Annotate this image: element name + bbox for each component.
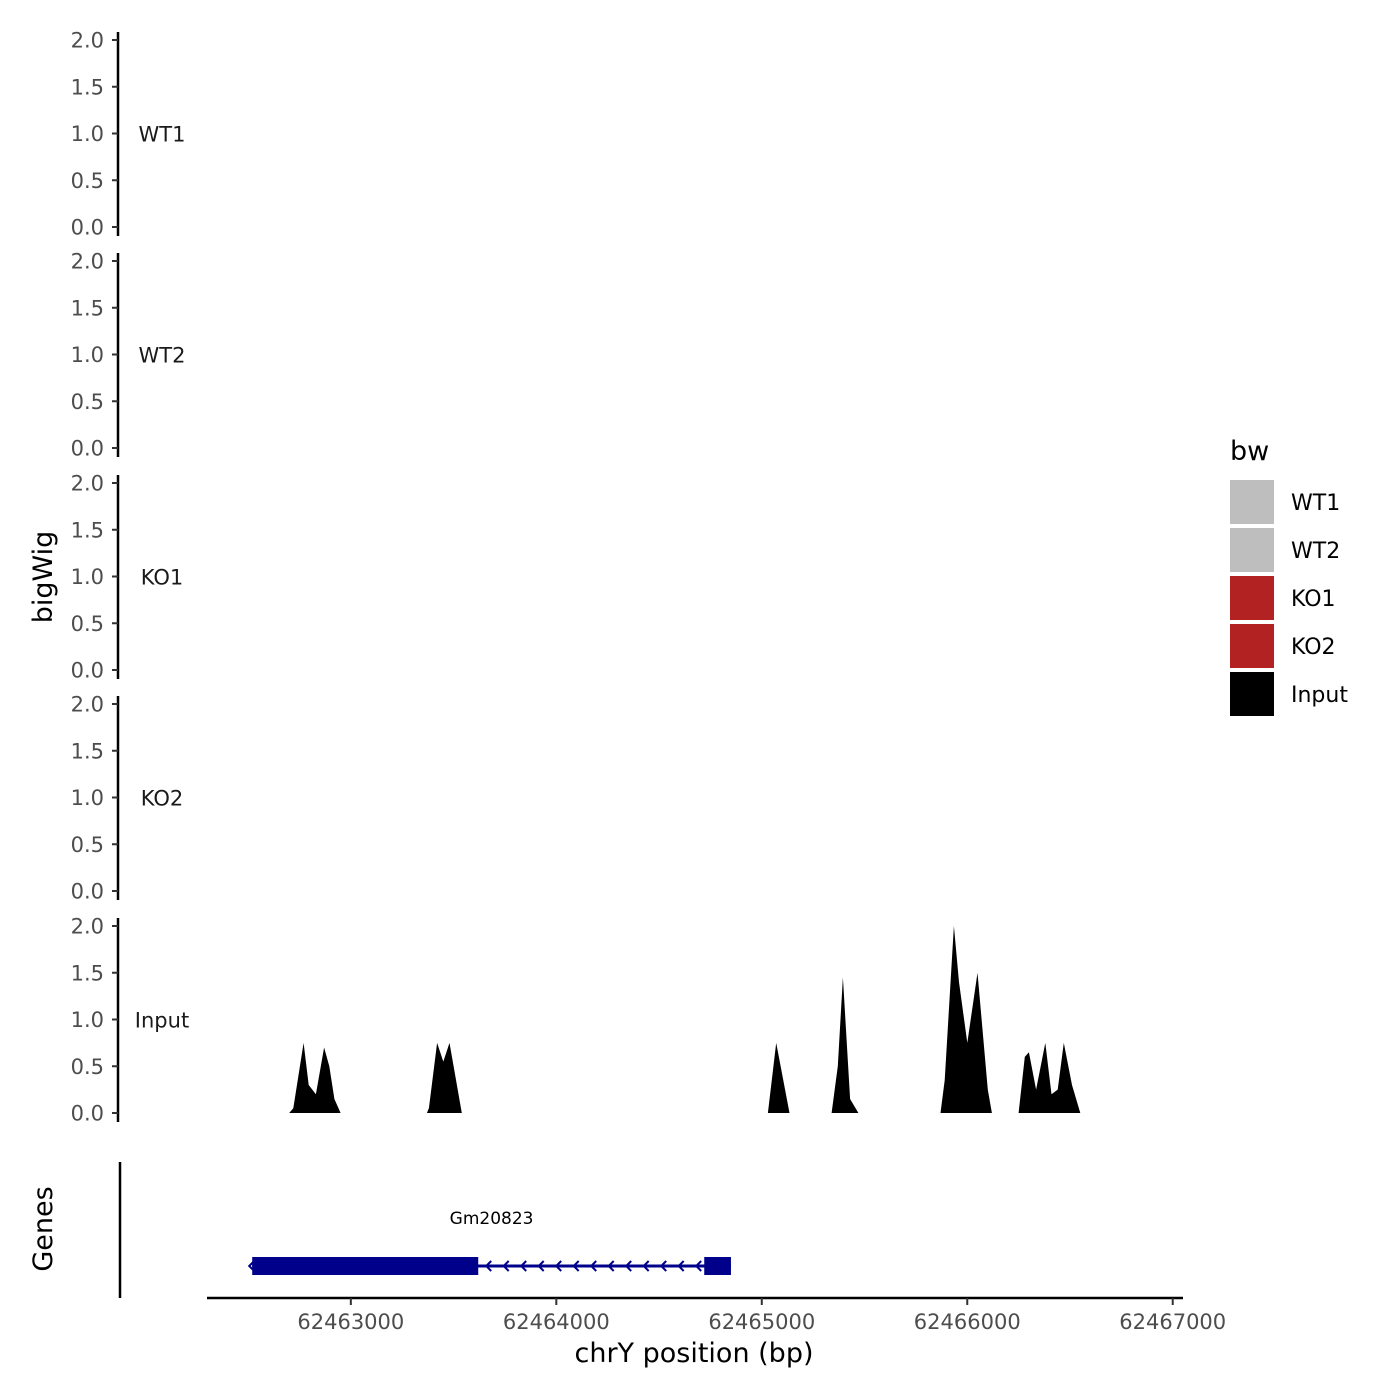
gene-exon	[704, 1257, 731, 1275]
y-tick-label: 1.5	[71, 75, 104, 99]
y-tick-label: 1.0	[71, 786, 104, 810]
legend-swatch	[1230, 672, 1274, 716]
legend: bw WT1 WT2 KO1 KO2 Input	[1230, 436, 1348, 716]
track-panel-WT1: 0.0 0.5 1.0 1.5 2.0 WT1	[71, 29, 186, 240]
strand-arrow	[537, 1260, 545, 1272]
strand-arrow	[554, 1260, 562, 1272]
y-tick-label: 0.5	[71, 169, 104, 193]
legend-item-KO1: KO1	[1230, 576, 1336, 620]
track-label: KO2	[141, 787, 184, 811]
y-tick-label: 0.5	[71, 833, 104, 857]
legend-item-WT1: WT1	[1230, 480, 1340, 524]
track-panel-KO1: 0.0 0.5 1.0 1.5 2.0 KO1	[71, 472, 184, 683]
strand-arrow	[502, 1260, 510, 1272]
gene-panel: Gm20823	[118, 1162, 731, 1298]
track-panel-KO2: 0.0 0.5 1.0 1.5 2.0 KO2	[71, 693, 184, 904]
legend-items: WT1 WT2 KO1 KO2 Input	[1230, 480, 1348, 716]
strand-arrow	[659, 1260, 667, 1272]
y-tick-label: 2.0	[71, 250, 104, 274]
y-tick-label: 0.0	[71, 216, 104, 240]
y-tick-label: 1.5	[71, 518, 104, 542]
y-tick-label: 0.0	[71, 659, 104, 683]
track-label: WT2	[139, 344, 186, 368]
y-tick-label: 2.0	[71, 693, 104, 717]
strand-arrow	[589, 1260, 597, 1272]
legend-swatch	[1230, 624, 1274, 668]
legend-swatch	[1230, 528, 1274, 572]
strand-arrow	[519, 1260, 527, 1272]
x-tick-label: 62465000	[708, 1310, 815, 1334]
strand-arrow	[642, 1260, 650, 1272]
y-tick-label: 1.5	[71, 296, 104, 320]
strand-arrow	[572, 1260, 580, 1272]
y-tick-label: 2.0	[71, 29, 104, 53]
gene-Gm20823: Gm20823	[247, 1209, 731, 1275]
track-label: Input	[135, 1009, 189, 1033]
track-panel-WT2: 0.0 0.5 1.0 1.5 2.0 WT2	[71, 250, 186, 461]
legend-title: bw	[1230, 436, 1269, 467]
legend-item-KO2: KO2	[1230, 624, 1336, 668]
y-tick-label: 1.5	[71, 739, 104, 763]
x-tick-label: 62467000	[1119, 1310, 1226, 1334]
strand-arrow	[694, 1260, 702, 1272]
coverage-area-Input	[289, 926, 1081, 1113]
x-axis: 62463000 62464000 62465000 62466000 62467000	[207, 1296, 1226, 1334]
gene-marks: Gm20823	[247, 1209, 731, 1275]
x-axis-title: chrY position (bp)	[574, 1338, 813, 1369]
legend-item-WT2: WT2	[1230, 528, 1340, 572]
x-tick-label: 62463000	[297, 1310, 404, 1334]
legend-swatch	[1230, 576, 1274, 620]
track-label: WT1	[139, 123, 186, 147]
legend-label: WT2	[1291, 539, 1340, 564]
genes-axis-title: Genes	[28, 1186, 59, 1271]
y-tick-label: 2.0	[71, 472, 104, 496]
strand-arrow	[677, 1260, 685, 1272]
strand-arrow	[484, 1260, 492, 1272]
y-tick-label: 1.0	[71, 343, 104, 367]
legend-label: WT1	[1291, 491, 1340, 516]
gene-name-label: Gm20823	[450, 1209, 534, 1229]
y-tick-label: 0.0	[71, 880, 104, 904]
strand-arrow	[624, 1260, 632, 1272]
gene-exon	[252, 1257, 479, 1275]
x-tick-label: 62466000	[914, 1310, 1021, 1334]
y-tick-label: 0.0	[71, 1102, 104, 1126]
track-panels: 0.00.51.01.52.0WT10.00.51.01.52.0WT20.00…	[71, 29, 1081, 1126]
x-ticks: 62463000 62464000 62465000 62466000 62467000	[297, 1298, 1226, 1334]
y-axis-title: bigWig	[28, 531, 59, 624]
x-tick-label: 62464000	[503, 1310, 610, 1334]
y-tick-label: 0.5	[71, 612, 104, 636]
legend-label: Input	[1291, 683, 1348, 708]
legend-label: KO2	[1291, 635, 1336, 660]
y-tick-label: 0.5	[71, 1055, 104, 1079]
legend-label: KO1	[1291, 587, 1336, 612]
strand-arrow	[607, 1260, 615, 1272]
y-tick-label: 1.0	[71, 565, 104, 589]
track-label: KO1	[141, 566, 184, 590]
y-tick-label: 0.0	[71, 437, 104, 461]
y-tick-label: 1.0	[71, 1008, 104, 1032]
y-tick-label: 0.5	[71, 390, 104, 414]
y-tick-label: 1.5	[71, 961, 104, 985]
y-tick-label: 1.0	[71, 122, 104, 146]
legend-swatch	[1230, 480, 1274, 524]
strand-arrow	[247, 1260, 255, 1272]
legend-item-Input: Input	[1230, 672, 1348, 716]
track-panel-Input: 0.0 0.5 1.0 1.5 2.0 Input	[71, 915, 1081, 1126]
y-tick-label: 2.0	[71, 915, 104, 939]
